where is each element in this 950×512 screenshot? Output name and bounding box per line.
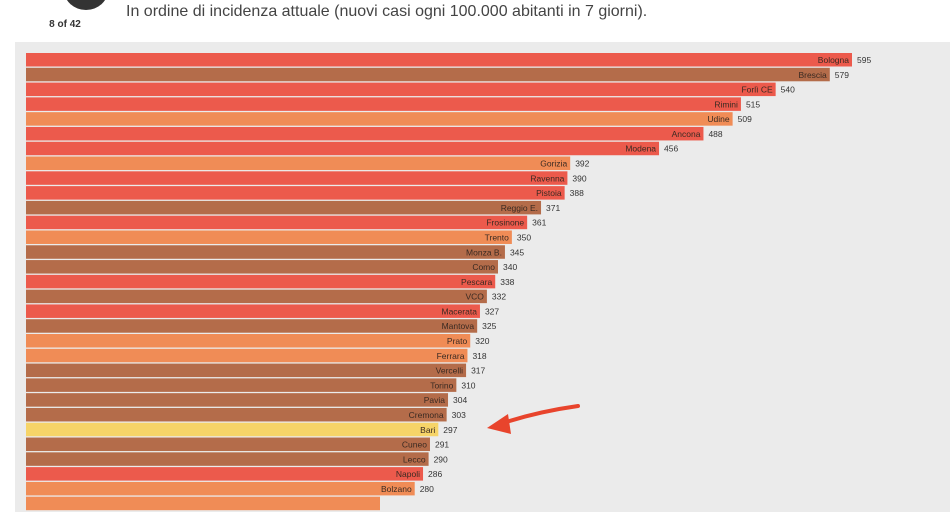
bar xyxy=(26,82,776,97)
bar-category-label: Monza B. xyxy=(466,247,502,257)
bar xyxy=(26,126,704,141)
bar xyxy=(26,274,496,289)
bar-category-label: VCO xyxy=(465,292,484,302)
bar-value-label: 390 xyxy=(572,173,586,183)
bar xyxy=(26,319,478,333)
bar-chart: Bologna 595 Brescia 579 Forlì CE 540 Rimini 515… xyxy=(26,53,871,511)
bar xyxy=(26,496,380,511)
bar xyxy=(26,245,505,259)
arrow-head-icon xyxy=(487,414,511,434)
bar-category-label: Bolzano xyxy=(381,484,412,494)
bar-value-label: 325 xyxy=(482,321,496,331)
bar xyxy=(26,481,415,496)
bar xyxy=(26,186,565,200)
bar xyxy=(26,53,852,67)
bar-value-label: 280 xyxy=(420,484,434,494)
bar xyxy=(26,363,467,378)
bar-category-label: Trento xyxy=(485,232,510,242)
bar xyxy=(26,156,571,171)
bar xyxy=(26,141,660,156)
bar-category-label: Pavia xyxy=(424,395,446,405)
bar xyxy=(26,452,429,466)
bar-value-label: 320 xyxy=(475,336,489,346)
bar-category-label: Torino xyxy=(430,380,453,390)
bar-value-label: 310 xyxy=(461,380,475,390)
bar-category-label: Vercelli xyxy=(436,366,464,376)
chart-subtitle: In ordine di incidenza attuale (nuovi ca… xyxy=(126,3,648,20)
bar-value-label: 595 xyxy=(857,55,871,65)
bar-category-label: Pistoia xyxy=(536,188,562,198)
bar-value-label: 371 xyxy=(546,203,560,213)
bar-value-label: 318 xyxy=(472,351,486,361)
bar xyxy=(26,230,512,244)
bar xyxy=(26,422,439,437)
bar xyxy=(26,67,830,82)
bar-category-label: Napoli xyxy=(396,469,420,479)
bar-category-label: Como xyxy=(472,262,495,272)
bar-category-label: Reggio E. xyxy=(501,203,538,213)
bar-category-label: Pescara xyxy=(461,277,492,287)
bar-value-label: 515 xyxy=(746,99,760,109)
bar-category-label: Ferrara xyxy=(437,351,465,361)
bar xyxy=(26,97,741,111)
bar-value-label: 303 xyxy=(452,410,466,420)
bar-category-label: Ravenna xyxy=(530,173,564,183)
bar xyxy=(26,200,542,215)
bar-category-label: Modena xyxy=(625,144,656,154)
bar-category-label: Cremona xyxy=(409,410,444,420)
bar-category-label: Rimini xyxy=(714,99,738,109)
bar-value-label: 304 xyxy=(453,395,467,405)
bar-value-label: 317 xyxy=(471,366,485,376)
bar-category-label: Bari xyxy=(420,425,435,435)
bar-value-label: 392 xyxy=(575,159,589,169)
bar-value-label: 350 xyxy=(517,232,531,242)
bar-value-label: 488 xyxy=(708,129,722,139)
bar-value-label: 291 xyxy=(435,440,449,450)
bar xyxy=(26,407,447,422)
bar-value-label: 579 xyxy=(835,70,849,80)
bar xyxy=(26,348,468,363)
bar-value-label: 340 xyxy=(503,262,517,272)
bar-category-label: Lecco xyxy=(403,454,426,464)
bar xyxy=(26,260,498,274)
bar-category-label: Ancona xyxy=(672,129,701,139)
bar-category-label: Udine xyxy=(707,114,729,124)
chart-panel: Bologna 595 Brescia 579 Forlì CE 540 Rimini 515… xyxy=(15,42,950,512)
bar-category-label: Prato xyxy=(447,336,468,346)
bar-value-label: 509 xyxy=(738,114,752,124)
bar-category-label: Forlì CE xyxy=(741,85,773,95)
bar-value-label: 540 xyxy=(781,85,795,95)
bar xyxy=(26,215,528,230)
bar-value-label: 361 xyxy=(532,218,546,228)
bar-category-label: Bologna xyxy=(818,55,849,65)
bar xyxy=(26,437,430,452)
bar xyxy=(26,304,480,318)
bar-value-label: 327 xyxy=(485,306,499,316)
bar xyxy=(26,378,457,392)
bar-value-label: 338 xyxy=(500,277,514,287)
bar xyxy=(26,393,449,407)
slide-counter: 8 of 42 xyxy=(49,19,81,30)
bar-value-label: 456 xyxy=(664,144,678,154)
bar xyxy=(26,289,487,304)
bar-category-label: Gorizia xyxy=(540,159,567,169)
bar xyxy=(26,334,471,348)
bar-value-label: 345 xyxy=(510,247,524,257)
bar-value-label: 332 xyxy=(492,292,506,302)
bar-category-label: Frosinone xyxy=(486,218,524,228)
avatar xyxy=(64,0,108,10)
bar-value-label: 290 xyxy=(434,454,448,464)
bar-category-label: Cuneo xyxy=(402,440,427,450)
bar xyxy=(26,112,733,126)
bar xyxy=(26,467,424,481)
bar-category-label: Brescia xyxy=(798,70,827,80)
bar-value-label: 297 xyxy=(443,425,457,435)
bar-category-label: Macerata xyxy=(442,306,478,316)
bar-category-label: Mantova xyxy=(442,321,475,331)
bar-value-label: 388 xyxy=(570,188,584,198)
bar xyxy=(26,171,568,185)
bar-value-label: 286 xyxy=(428,469,442,479)
